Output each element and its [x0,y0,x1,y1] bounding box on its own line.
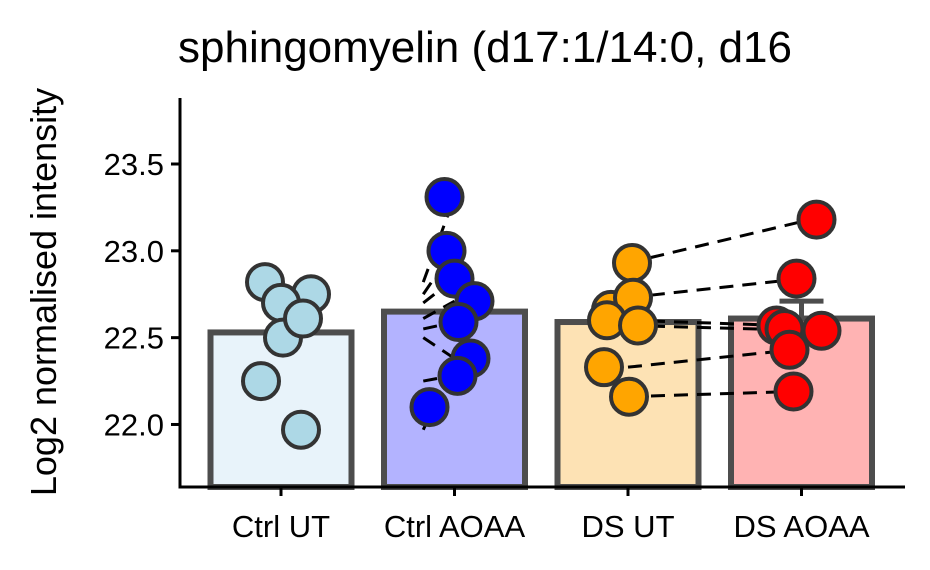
points-layer [241,176,842,450]
pair-line [422,336,456,360]
pair-line [422,299,456,320]
data-point [584,347,624,388]
data-point [618,305,658,346]
y-tick-label: 23.0 [104,234,164,269]
data-point [769,329,810,370]
x-tick-label: DS UT [582,509,675,544]
x-tick-label: DS AOAA [733,509,869,544]
data-point [241,361,281,402]
x-tick-label: Ctrl UT [232,509,330,544]
error-bar [779,298,824,319]
pair-line [627,218,811,265]
pair-line [627,277,802,300]
data-point [796,199,837,240]
axis-lines [178,98,905,489]
data-point [424,176,465,217]
y-tick-label: 22.0 [104,407,164,442]
data-point [801,310,842,351]
chart-title: sphingomyelin (d17:1/14:0, d16 [178,23,792,72]
data-point [612,242,652,283]
data-point [773,371,814,412]
data-point [409,387,450,428]
data-point [776,258,817,299]
axes-layer: 22.0 22.5 23.0 23.5 Ctrl UT Ctrl AOAA DS UT DS … [104,98,905,544]
y-tick-label: 22.5 [104,321,164,356]
data-point [281,409,321,450]
pair-line [627,323,819,333]
pair-line [627,348,793,369]
data-point [609,376,649,417]
y-axis-label: Log2 normalised intensity [23,88,64,496]
data-point [437,355,478,396]
pair-line [627,389,793,399]
error-bars-layer [779,298,824,319]
data-point [283,298,323,339]
x-tick-label: Ctrl AOAA [384,509,526,544]
data-point [438,302,479,343]
y-tick-label: 23.5 [104,147,164,182]
